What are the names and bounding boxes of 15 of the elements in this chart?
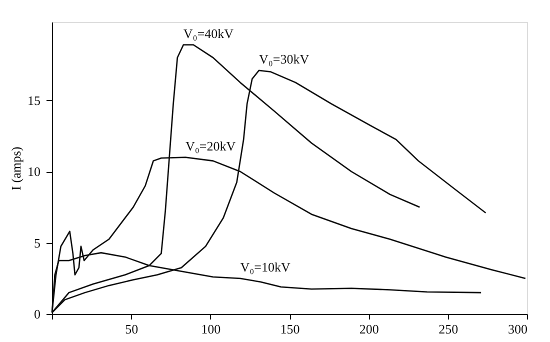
x-tick-label: 150 bbox=[280, 322, 300, 336]
x-tick-label: 200 bbox=[359, 322, 379, 336]
y-axis-title: I (amps) bbox=[8, 146, 24, 190]
y-tick-label: 15 bbox=[28, 92, 40, 108]
x-tick-label: 50 bbox=[125, 322, 138, 336]
annotation: V₀=40kV bbox=[183, 26, 234, 41]
annotation: V₀=30kV bbox=[258, 51, 310, 66]
y-tick-label: 0 bbox=[34, 306, 40, 322]
x-tick-label: 300 bbox=[508, 322, 528, 336]
x-tick-label: 250 bbox=[438, 322, 458, 336]
y-tick-label: 10 bbox=[28, 164, 40, 180]
x-tick-label: 100 bbox=[201, 322, 221, 336]
annotation: V₀=20kV bbox=[185, 138, 236, 154]
annotation: V₀=10kV bbox=[240, 259, 292, 274]
y-tick-label: 5 bbox=[34, 235, 40, 250]
